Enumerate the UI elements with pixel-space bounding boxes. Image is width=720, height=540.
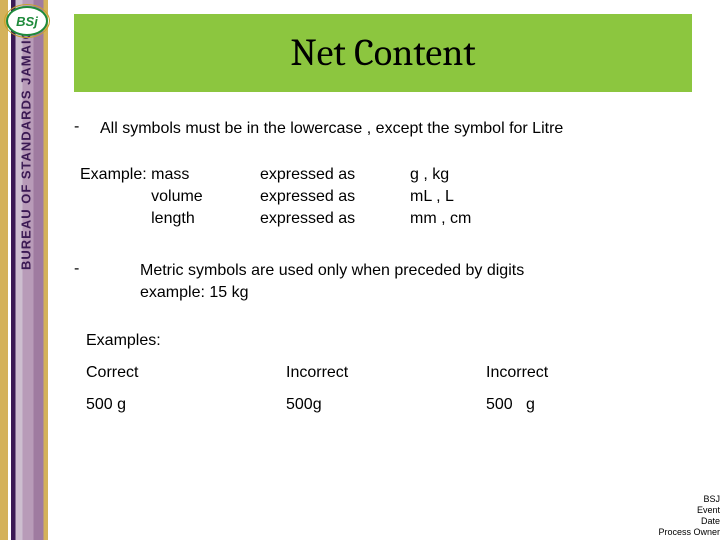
example-cell: mm , cm: [410, 208, 520, 230]
example-cell: expressed as: [260, 208, 410, 230]
bullet-2: - Metric symbols are used only when prec…: [74, 260, 694, 304]
footer-line: Process Owner: [658, 527, 720, 538]
example-row: Example: mass expressed as g , kg: [80, 164, 694, 186]
examples-value: 500 g: [486, 396, 686, 414]
example-cell: Example: mass: [80, 164, 260, 186]
bullet-1: - All symbols must be in the lowercase ,…: [74, 118, 694, 140]
left-banner: BUREAU OF STANDARDS JAMAICA: [0, 0, 56, 540]
slide-title: Net Content: [74, 14, 692, 92]
slide: BUREAU OF STANDARDS JAMAICA BSj Net Cont…: [0, 0, 720, 540]
bsj-logo: BSj: [4, 4, 50, 42]
slide-body: - All symbols must be in the lowercase ,…: [74, 118, 694, 414]
logo-oval: BSj: [6, 6, 48, 36]
example-cell: length: [80, 208, 260, 230]
examples-value: 500g: [286, 396, 486, 414]
example-cell: mL , L: [410, 186, 520, 208]
bullet-1-text: All symbols must be in the lowercase , e…: [100, 118, 563, 140]
footer-meta: BSJ Event Date Process Owner: [658, 494, 720, 538]
logo-text: BSj: [16, 14, 38, 29]
bullet-2-line2: example: 15 kg: [140, 282, 694, 304]
example-cell: volume: [80, 186, 260, 208]
example-cell: expressed as: [260, 164, 410, 186]
example-block: Example: mass expressed as g , kg volume…: [80, 164, 694, 230]
left-banner-text: BUREAU OF STANDARDS JAMAICA: [19, 19, 34, 270]
examples-header: Incorrect: [286, 364, 486, 382]
examples-header: Correct: [86, 364, 286, 382]
example-row: volume expressed as mL , L: [80, 186, 694, 208]
example-cell: expressed as: [260, 186, 410, 208]
examples-label: Examples:: [86, 332, 694, 350]
title-bar: Net Content: [74, 14, 692, 106]
example-row: length expressed as mm , cm: [80, 208, 694, 230]
footer-line: Event: [658, 505, 720, 516]
footer-line: Date: [658, 516, 720, 527]
bullet-dash: -: [74, 260, 79, 278]
example-cell: g , kg: [410, 164, 520, 186]
bullet-dash: -: [74, 118, 79, 136]
examples-header-row: Correct Incorrect Incorrect: [86, 364, 694, 382]
footer-line: BSJ: [658, 494, 720, 505]
bullet-2-line1: Metric symbols are used only when preced…: [140, 260, 694, 282]
examples-header: Incorrect: [486, 364, 686, 382]
examples-value: 500 g: [86, 396, 286, 414]
examples-value-row: 500 g 500g 500 g: [86, 396, 694, 414]
